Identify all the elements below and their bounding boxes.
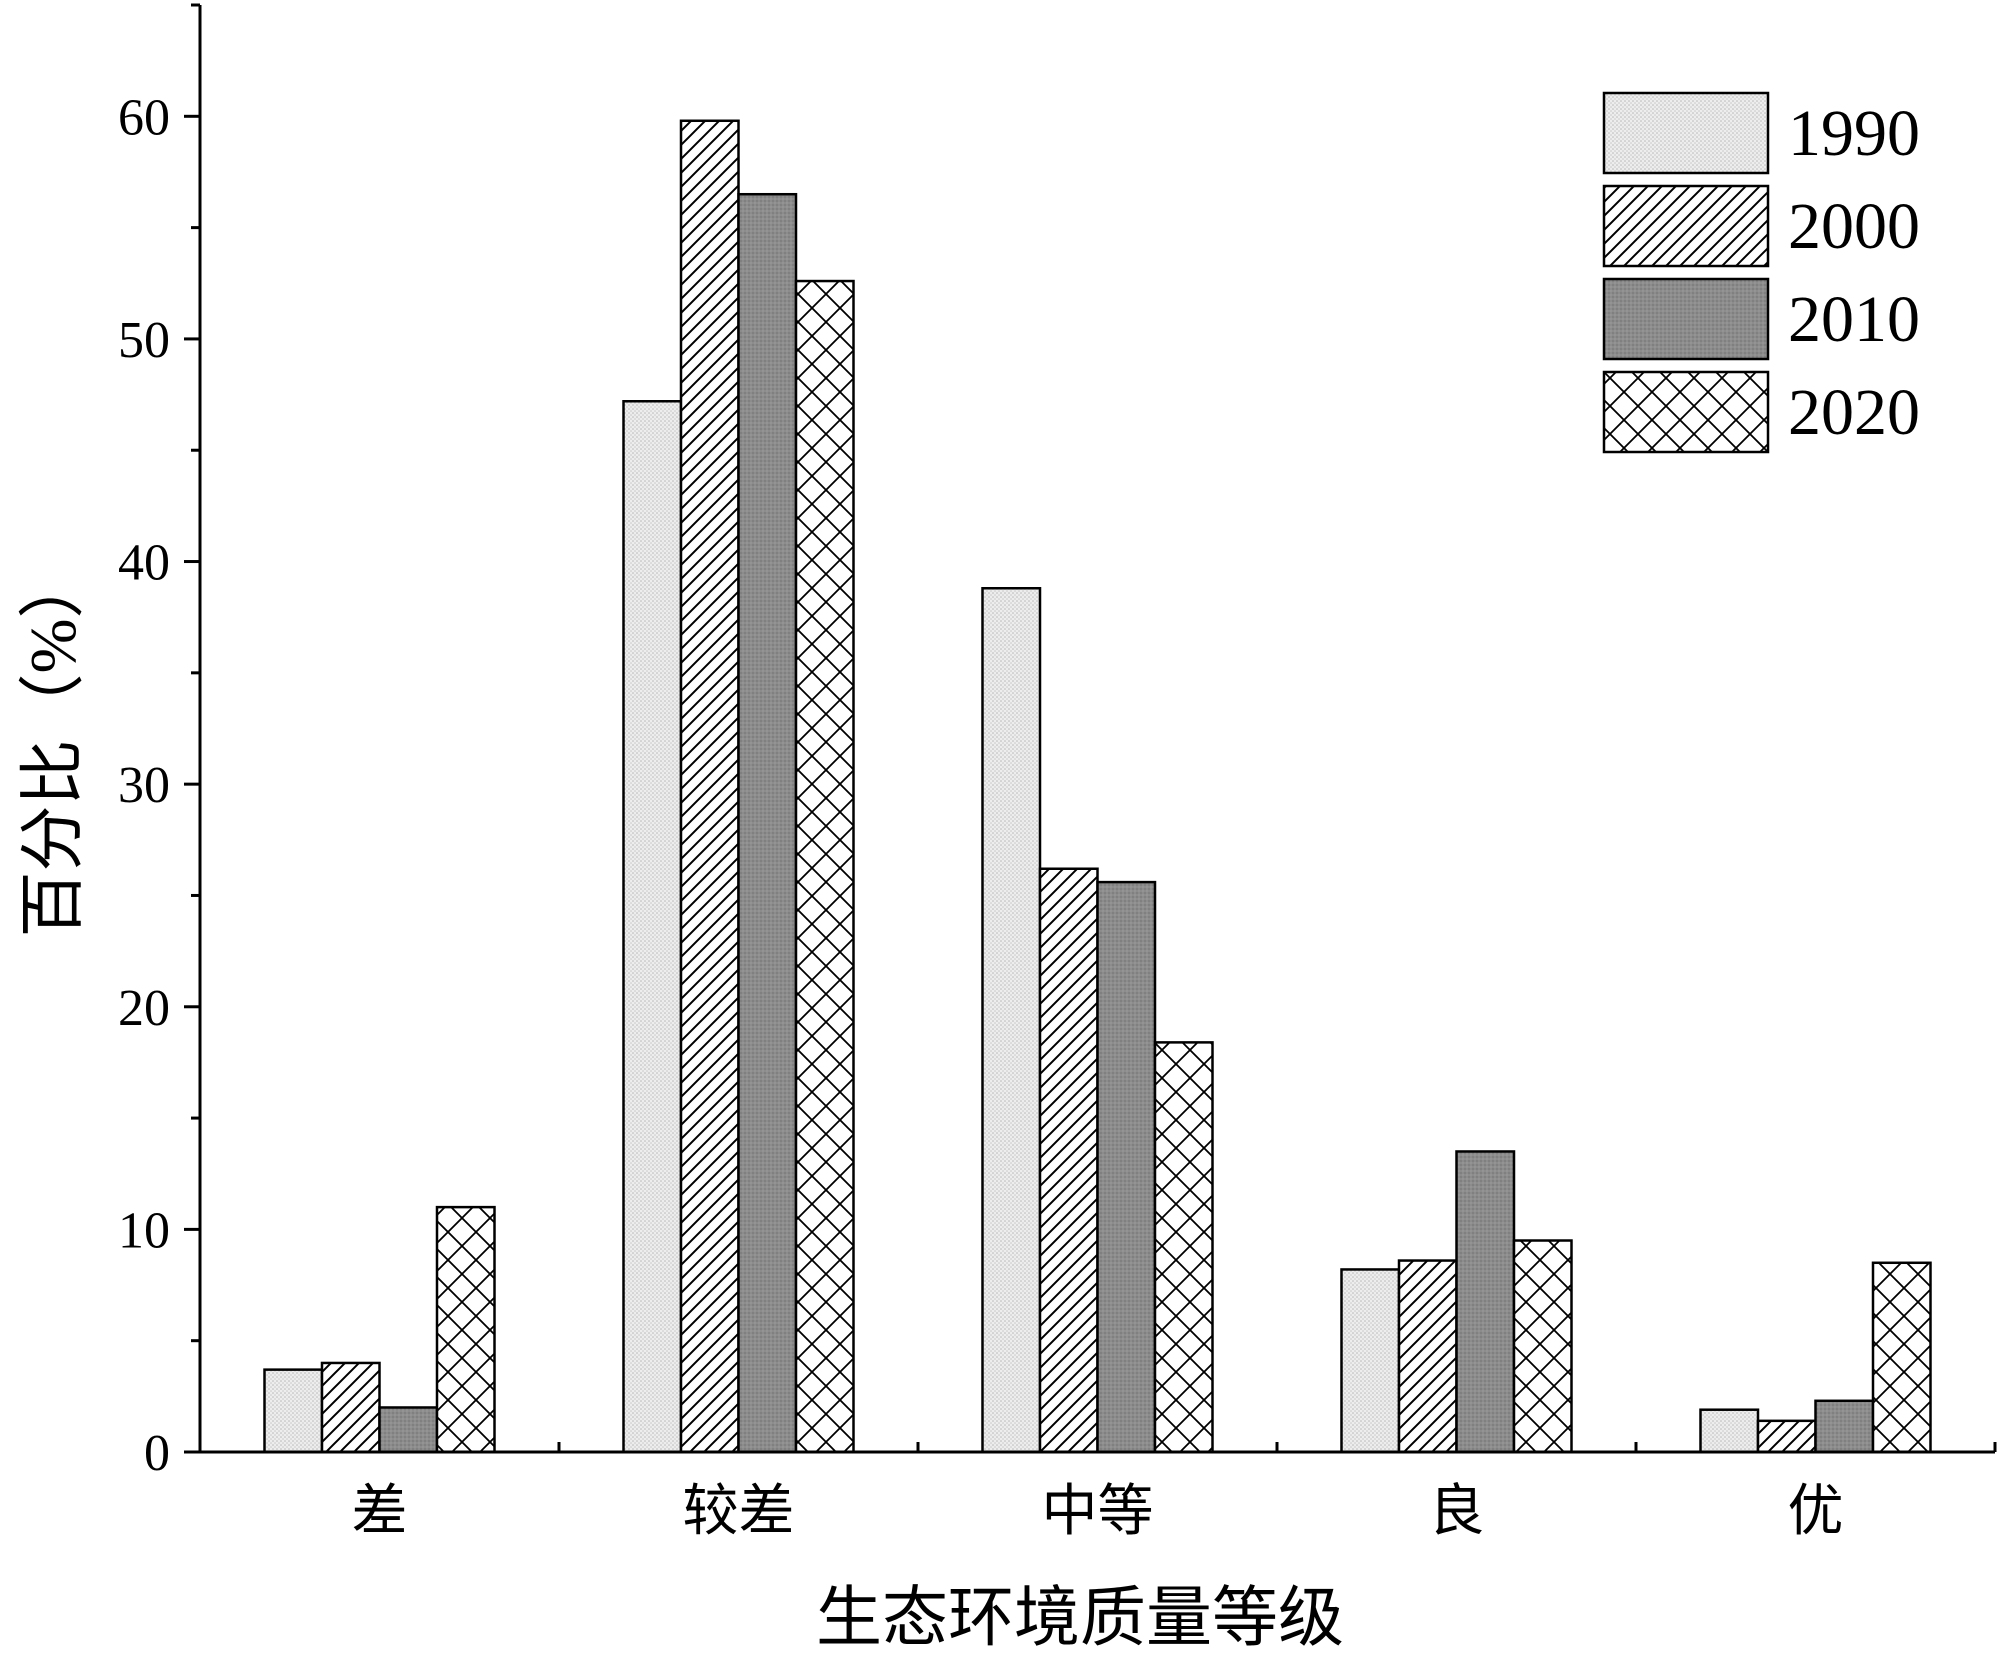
legend-swatch-2000: [1602, 184, 1770, 268]
y-tick-label: 20: [118, 980, 170, 1037]
bar-1990-良: [1340, 1268, 1401, 1454]
legend-label: 2000: [1788, 190, 1920, 263]
bar-2020-中等: [1153, 1041, 1214, 1454]
bar-2000-差: [320, 1361, 381, 1454]
legend-swatch-2010: [1602, 277, 1770, 361]
y-tick-label: 10: [118, 1202, 170, 1259]
bar-2000-中等: [1038, 867, 1099, 1454]
legend-swatch-2020: [1602, 370, 1770, 454]
bar-2010-中等: [1096, 880, 1157, 1454]
y-axis-title: 百分比（%）: [17, 553, 90, 938]
bars-layer: [263, 119, 1932, 1454]
bar-2010-较差: [737, 192, 798, 1454]
legend-label: 2010: [1788, 283, 1920, 356]
bar-2020-优: [1871, 1261, 1932, 1454]
bar-1990-较差: [622, 400, 683, 1454]
x-tick-label: 优: [1788, 1481, 1844, 1543]
bar-2000-优: [1756, 1419, 1817, 1454]
y-tick-label: 50: [118, 312, 170, 369]
bar-2010-良: [1455, 1150, 1516, 1454]
y-tick-label: 30: [118, 757, 170, 814]
legend-label: 2020: [1788, 376, 1920, 449]
bar-2010-优: [1814, 1399, 1875, 1454]
x-tick-label: 中等: [1042, 1481, 1154, 1543]
x-axis-title: 生态环境质量等级: [816, 1582, 1344, 1655]
y-tick-label: 40: [118, 535, 170, 592]
bar-2020-较差: [794, 279, 855, 1454]
legend-label: 1990: [1788, 97, 1920, 170]
bar-2010-差: [378, 1406, 439, 1454]
x-tick-label: 较差: [683, 1481, 795, 1543]
legend-swatch-1990: [1602, 91, 1770, 175]
bar-2000-较差: [679, 119, 740, 1454]
bar-2020-良: [1512, 1239, 1573, 1454]
bar-2000-良: [1397, 1259, 1458, 1454]
y-tick-label: 0: [144, 1425, 170, 1482]
bar-2020-差: [435, 1205, 496, 1454]
legend: 1990 2000 2010 2020: [1602, 91, 1920, 454]
bar-1990-优: [1699, 1408, 1760, 1454]
x-tick-label: 良: [1429, 1481, 1485, 1543]
axes-layer: 0 10 20 30 40 50 60 差 较差 中等 良 优: [118, 3, 1997, 1543]
bar-1990-中等: [981, 587, 1042, 1454]
bar-1990-差: [263, 1368, 324, 1454]
y-tick-label: 60: [118, 89, 170, 146]
x-tick-label: 差: [352, 1481, 408, 1543]
